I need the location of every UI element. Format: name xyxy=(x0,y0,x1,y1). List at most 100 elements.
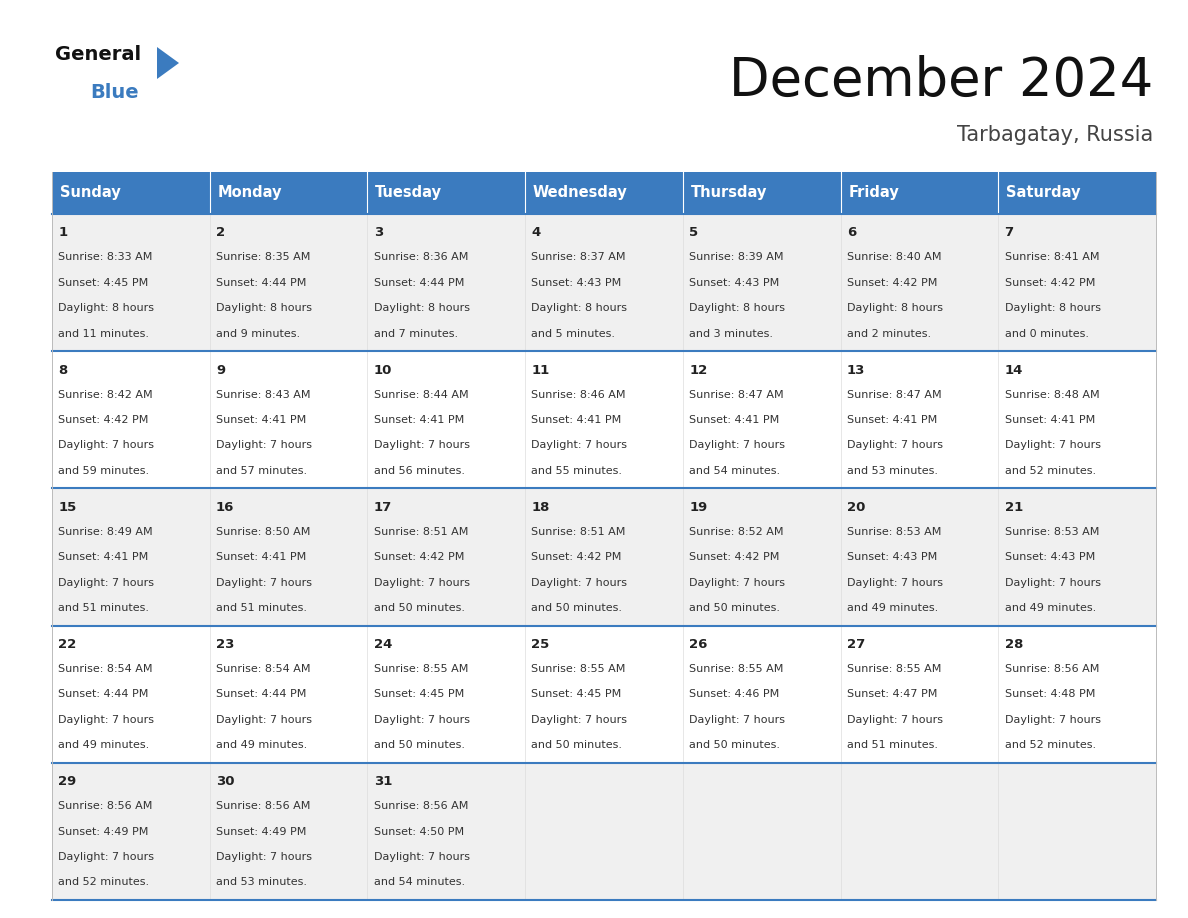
Text: Daylight: 8 hours: Daylight: 8 hours xyxy=(847,303,943,313)
Text: 30: 30 xyxy=(216,775,234,789)
Text: Sunset: 4:45 PM: Sunset: 4:45 PM xyxy=(374,689,465,700)
Text: Tarbagatay, Russia: Tarbagatay, Russia xyxy=(956,125,1154,145)
Bar xyxy=(367,763,525,900)
Text: Daylight: 8 hours: Daylight: 8 hours xyxy=(58,303,154,313)
Bar xyxy=(52,488,210,625)
Text: Sunset: 4:43 PM: Sunset: 4:43 PM xyxy=(1005,553,1095,562)
Bar xyxy=(210,625,367,763)
Text: Blue: Blue xyxy=(90,83,139,102)
Text: Sunrise: 8:56 AM: Sunrise: 8:56 AM xyxy=(1005,664,1099,674)
Text: Sunrise: 8:56 AM: Sunrise: 8:56 AM xyxy=(58,801,153,812)
Bar xyxy=(525,214,683,352)
Bar xyxy=(525,763,683,900)
Bar xyxy=(998,352,1156,488)
Text: and 57 minutes.: and 57 minutes. xyxy=(216,465,308,476)
Bar xyxy=(841,763,998,900)
Bar xyxy=(367,172,525,214)
Text: Tuesday: Tuesday xyxy=(375,185,442,200)
Text: and 5 minutes.: and 5 minutes. xyxy=(531,329,615,339)
Bar xyxy=(683,488,841,625)
Polygon shape xyxy=(157,47,179,79)
Bar xyxy=(841,352,998,488)
Bar xyxy=(683,763,841,900)
Text: Daylight: 8 hours: Daylight: 8 hours xyxy=(1005,303,1100,313)
Text: 11: 11 xyxy=(531,364,550,376)
Text: Sunrise: 8:53 AM: Sunrise: 8:53 AM xyxy=(1005,527,1099,537)
Text: Saturday: Saturday xyxy=(1006,185,1081,200)
Text: and 50 minutes.: and 50 minutes. xyxy=(374,603,465,613)
Bar xyxy=(210,214,367,352)
Text: Daylight: 8 hours: Daylight: 8 hours xyxy=(531,303,627,313)
Text: Daylight: 7 hours: Daylight: 7 hours xyxy=(689,441,785,451)
Text: Daylight: 7 hours: Daylight: 7 hours xyxy=(374,852,469,862)
Text: Daylight: 8 hours: Daylight: 8 hours xyxy=(374,303,469,313)
Text: Sunrise: 8:41 AM: Sunrise: 8:41 AM xyxy=(1005,252,1099,263)
Text: 16: 16 xyxy=(216,500,234,514)
Text: 18: 18 xyxy=(531,500,550,514)
Text: Sunset: 4:45 PM: Sunset: 4:45 PM xyxy=(531,689,621,700)
Text: and 49 minutes.: and 49 minutes. xyxy=(1005,603,1095,613)
Text: Daylight: 8 hours: Daylight: 8 hours xyxy=(689,303,785,313)
Bar xyxy=(367,488,525,625)
Text: 13: 13 xyxy=(847,364,865,376)
Text: Sunset: 4:45 PM: Sunset: 4:45 PM xyxy=(58,278,148,288)
Text: Sunrise: 8:55 AM: Sunrise: 8:55 AM xyxy=(847,664,941,674)
Text: Sunset: 4:48 PM: Sunset: 4:48 PM xyxy=(1005,689,1095,700)
Text: Sunset: 4:41 PM: Sunset: 4:41 PM xyxy=(531,415,621,425)
Text: and 52 minutes.: and 52 minutes. xyxy=(1005,740,1095,750)
Bar xyxy=(683,352,841,488)
Bar xyxy=(210,763,367,900)
Text: 8: 8 xyxy=(58,364,68,376)
Text: Daylight: 7 hours: Daylight: 7 hours xyxy=(374,715,469,725)
Text: Sunrise: 8:40 AM: Sunrise: 8:40 AM xyxy=(847,252,941,263)
Text: and 7 minutes.: and 7 minutes. xyxy=(374,329,457,339)
Text: Daylight: 7 hours: Daylight: 7 hours xyxy=(531,715,627,725)
Text: Daylight: 7 hours: Daylight: 7 hours xyxy=(58,715,154,725)
Text: Sunrise: 8:44 AM: Sunrise: 8:44 AM xyxy=(374,389,468,399)
Text: Sunset: 4:42 PM: Sunset: 4:42 PM xyxy=(689,553,779,562)
Text: and 59 minutes.: and 59 minutes. xyxy=(58,465,150,476)
Text: Sunrise: 8:52 AM: Sunrise: 8:52 AM xyxy=(689,527,784,537)
Bar xyxy=(998,763,1156,900)
Text: Daylight: 8 hours: Daylight: 8 hours xyxy=(216,303,312,313)
Text: 7: 7 xyxy=(1005,227,1013,240)
Text: and 53 minutes.: and 53 minutes. xyxy=(847,465,937,476)
Bar xyxy=(52,214,210,352)
Bar xyxy=(683,214,841,352)
Text: 29: 29 xyxy=(58,775,76,789)
Text: Daylight: 7 hours: Daylight: 7 hours xyxy=(374,441,469,451)
Text: 9: 9 xyxy=(216,364,226,376)
Text: 26: 26 xyxy=(689,638,708,651)
Text: Daylight: 7 hours: Daylight: 7 hours xyxy=(847,715,943,725)
Text: Daylight: 7 hours: Daylight: 7 hours xyxy=(1005,577,1100,588)
Text: Sunrise: 8:55 AM: Sunrise: 8:55 AM xyxy=(689,664,784,674)
Text: Sunrise: 8:53 AM: Sunrise: 8:53 AM xyxy=(847,527,941,537)
Bar xyxy=(210,488,367,625)
Text: Sunrise: 8:42 AM: Sunrise: 8:42 AM xyxy=(58,389,153,399)
Text: 12: 12 xyxy=(689,364,707,376)
Text: and 0 minutes.: and 0 minutes. xyxy=(1005,329,1088,339)
Text: and 49 minutes.: and 49 minutes. xyxy=(847,603,939,613)
Text: 22: 22 xyxy=(58,638,76,651)
Text: and 52 minutes.: and 52 minutes. xyxy=(1005,465,1095,476)
Bar xyxy=(841,488,998,625)
Text: 1: 1 xyxy=(58,227,68,240)
Text: Thursday: Thursday xyxy=(690,185,767,200)
Text: Daylight: 7 hours: Daylight: 7 hours xyxy=(689,715,785,725)
Text: Daylight: 7 hours: Daylight: 7 hours xyxy=(847,577,943,588)
Text: Sunset: 4:47 PM: Sunset: 4:47 PM xyxy=(847,689,937,700)
Bar xyxy=(683,625,841,763)
Bar xyxy=(210,172,367,214)
Text: 5: 5 xyxy=(689,227,699,240)
Text: Sunrise: 8:36 AM: Sunrise: 8:36 AM xyxy=(374,252,468,263)
Text: Monday: Monday xyxy=(217,185,282,200)
Text: Daylight: 7 hours: Daylight: 7 hours xyxy=(58,577,154,588)
Text: Daylight: 7 hours: Daylight: 7 hours xyxy=(216,577,312,588)
Text: Sunrise: 8:43 AM: Sunrise: 8:43 AM xyxy=(216,389,310,399)
Text: 3: 3 xyxy=(374,227,383,240)
Bar xyxy=(52,625,210,763)
Text: Sunrise: 8:39 AM: Sunrise: 8:39 AM xyxy=(689,252,784,263)
Bar xyxy=(998,214,1156,352)
Text: and 51 minutes.: and 51 minutes. xyxy=(58,603,150,613)
Text: Sunrise: 8:35 AM: Sunrise: 8:35 AM xyxy=(216,252,310,263)
